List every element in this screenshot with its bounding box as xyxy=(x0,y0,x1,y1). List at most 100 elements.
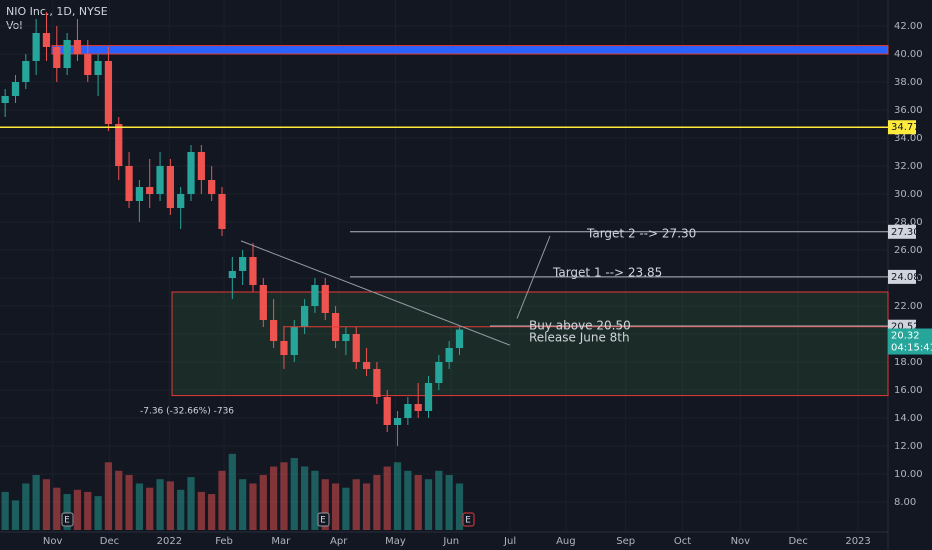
volume-bar xyxy=(373,475,381,530)
volume-bar xyxy=(177,489,185,530)
level-tag-label: 27.30 xyxy=(891,227,920,238)
volume-bar xyxy=(187,477,195,530)
annotation: Release June 8th xyxy=(529,331,630,345)
candle-body xyxy=(135,187,144,201)
annotation: Target 2 --> 27.30 xyxy=(586,227,696,241)
countdown: 04:15:41 xyxy=(891,343,932,354)
candle-body xyxy=(435,362,443,383)
volume-bar xyxy=(32,475,40,530)
candle-body xyxy=(393,418,402,425)
x-tick-label: Nov xyxy=(731,536,751,547)
volume-bar xyxy=(249,483,257,530)
volume-bar xyxy=(424,479,433,530)
y-tick-label: 16.00 xyxy=(894,385,923,396)
volume-bar xyxy=(300,466,309,530)
volume-bar xyxy=(218,470,226,530)
x-tick-label: 2022 xyxy=(157,536,182,547)
candle-body xyxy=(208,180,216,194)
x-tick-label: Mar xyxy=(271,536,291,547)
candle-body xyxy=(373,369,381,397)
trendline xyxy=(240,240,511,346)
candle-body xyxy=(249,257,257,285)
chart-title: NIO Inc., 1D, NYSE xyxy=(6,5,108,18)
candle-body xyxy=(94,61,102,75)
volume-bar xyxy=(404,470,412,530)
y-tick-label: 14.00 xyxy=(894,413,923,424)
candle-body xyxy=(300,306,309,327)
volume-bar xyxy=(208,494,216,530)
volume-bar xyxy=(362,483,371,530)
x-tick-label: Apr xyxy=(330,536,348,547)
x-tick-label: May xyxy=(385,536,406,547)
y-tick-label: 8.00 xyxy=(894,497,916,508)
volume-bar xyxy=(11,500,20,530)
volume-bar xyxy=(435,470,443,530)
candle-body xyxy=(455,329,464,348)
volume-bar xyxy=(166,481,174,530)
y-tick-label: 36.00 xyxy=(894,105,923,116)
last-price-label: 20.32 xyxy=(891,331,920,342)
candle-body xyxy=(11,82,20,96)
y-tick-label: 28.00 xyxy=(894,217,923,228)
y-tick-label: 34.00 xyxy=(894,133,923,144)
earnings-marker xyxy=(462,512,475,527)
candle-body xyxy=(445,348,453,362)
volume-bar xyxy=(94,496,102,530)
y-tick-label: 32.00 xyxy=(894,161,923,172)
candle-body xyxy=(311,285,319,306)
volume-bar xyxy=(135,483,144,530)
candle-body xyxy=(1,96,9,103)
candle-body xyxy=(259,285,267,320)
candle-body xyxy=(321,285,329,313)
y-tick-label: 40.00 xyxy=(894,49,923,60)
candle-body xyxy=(156,166,164,194)
volume-bar xyxy=(197,491,205,530)
y-tick-label: 18.00 xyxy=(894,357,923,368)
resistance-band xyxy=(51,45,889,55)
volume-bar xyxy=(280,462,288,530)
y-tick-label: 12.00 xyxy=(894,441,923,452)
volume-bar xyxy=(146,487,154,530)
candle-body xyxy=(197,152,205,180)
volume-bar xyxy=(414,475,422,530)
earnings-label: E xyxy=(465,516,471,526)
candle-body xyxy=(32,33,40,61)
volume-bar xyxy=(321,479,329,530)
volume-bar xyxy=(228,453,236,530)
candle-body xyxy=(239,257,247,271)
volume-bar xyxy=(455,483,464,530)
volume-bar xyxy=(352,479,360,530)
y-tick-label: 10.00 xyxy=(894,469,923,480)
y-tick-label: 42.00 xyxy=(894,21,923,32)
candle-body xyxy=(424,383,433,411)
candle-body xyxy=(342,334,350,341)
x-tick-label: Sep xyxy=(616,536,635,547)
volume-bar xyxy=(1,491,9,530)
volume-bar xyxy=(393,462,402,530)
candle-body xyxy=(187,152,195,194)
candle-body xyxy=(404,404,412,418)
volume-bar xyxy=(22,483,30,530)
volume-bar xyxy=(73,489,82,530)
annotation: Target 1 --> 23.85 xyxy=(552,266,662,280)
volume-bar xyxy=(42,479,51,530)
candle-body xyxy=(177,194,185,208)
candle-body xyxy=(73,40,82,54)
volume-bar xyxy=(63,494,71,530)
candle-body xyxy=(290,327,298,355)
candle-body xyxy=(414,404,422,411)
earnings-marker xyxy=(61,512,74,527)
annotation: Buy above 20.50 xyxy=(529,319,631,333)
volume-bar xyxy=(84,491,92,530)
earnings-label: E xyxy=(320,516,326,526)
level-tag-label: 34.77 xyxy=(891,122,920,133)
x-tick-label: 2023 xyxy=(845,536,870,547)
volume-bar xyxy=(331,483,340,530)
candle-body xyxy=(146,187,154,194)
volume-bar xyxy=(53,487,61,530)
candle-body xyxy=(115,124,123,166)
candle-body xyxy=(42,33,51,47)
earnings-marker xyxy=(317,512,330,527)
x-tick-label: Dec xyxy=(100,536,119,547)
